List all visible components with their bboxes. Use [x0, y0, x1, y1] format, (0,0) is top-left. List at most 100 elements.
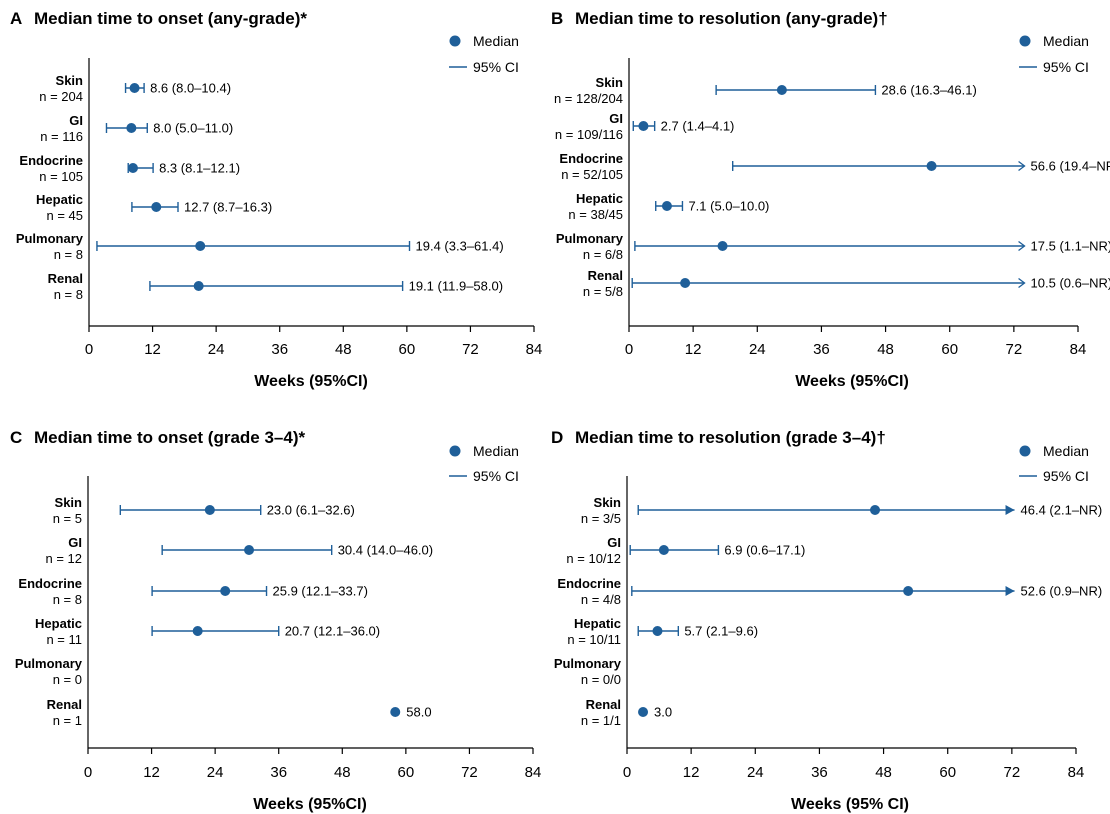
median-point: [661, 201, 672, 211]
legend-ci-label: 95% CI: [473, 59, 519, 75]
n-label: n = 10/12: [566, 551, 621, 566]
value-label: 12.7 (8.7–16.3): [184, 200, 272, 215]
x-tick-label: 60: [399, 341, 416, 358]
n-label: n = 5: [53, 511, 82, 526]
x-axis-label: Weeks (95%CI): [795, 373, 909, 390]
panel-b: B Median time to resolution (any-grade)† M…: [551, 9, 1110, 390]
value-label: 46.4 (2.1–NR): [1021, 503, 1103, 518]
ci-arrow-open: [1005, 586, 1015, 596]
median-point: [195, 241, 206, 251]
median-point: [658, 545, 669, 555]
value-label: 10.5 (0.6–NR): [1031, 276, 1110, 291]
median-point: [390, 707, 401, 717]
n-label: n = 8: [54, 287, 83, 302]
x-tick-label: 36: [271, 341, 288, 358]
x-tick-label: 36: [270, 764, 287, 781]
median-point: [129, 83, 140, 93]
x-tick-label: 12: [143, 764, 160, 781]
category-label: Endocrine: [18, 576, 82, 591]
category-label: GI: [609, 111, 623, 126]
value-label: 17.5 (1.1–NR): [1031, 239, 1110, 254]
x-tick-label: 36: [811, 764, 828, 781]
legend-median-marker: [449, 445, 461, 457]
median-point: [127, 163, 138, 173]
n-label: n = 45: [46, 208, 83, 223]
median-point: [193, 281, 204, 291]
legend-median-marker: [1019, 445, 1031, 457]
n-label: n = 204: [39, 89, 83, 104]
median-point: [638, 707, 649, 717]
x-tick-label: 84: [1070, 341, 1087, 358]
x-tick-label: 48: [334, 764, 351, 781]
category-label: Hepatic: [576, 191, 623, 206]
panel-letter: D: [551, 428, 563, 447]
median-point: [870, 505, 881, 515]
median-point: [717, 241, 728, 251]
category-label: Pulmonary: [554, 656, 622, 671]
n-label: n = 10/11: [567, 632, 621, 647]
category-label: GI: [607, 535, 621, 550]
x-tick-label: 24: [747, 764, 764, 781]
legend-ci-label: 95% CI: [473, 468, 519, 484]
x-axis-label: Weeks (95%CI): [253, 796, 367, 813]
x-tick-label: 72: [1004, 764, 1021, 781]
median-point: [680, 278, 691, 288]
value-label: 19.1 (11.9–58.0): [409, 279, 503, 294]
x-tick-label: 60: [398, 764, 415, 781]
ci-arrow-open: [1018, 240, 1026, 252]
category-label: Endocrine: [557, 576, 621, 591]
x-tick-label: 84: [526, 341, 543, 358]
category-label: Endocrine: [19, 153, 83, 168]
value-label: 52.6 (0.9–NR): [1021, 584, 1103, 599]
category-label: Skin: [596, 75, 624, 90]
x-tick-label: 84: [525, 764, 542, 781]
panel-letter: A: [10, 9, 22, 28]
value-label: 5.7 (2.1–9.6): [684, 624, 758, 639]
x-tick-label: 24: [749, 341, 766, 358]
legend-ci-label: 95% CI: [1043, 59, 1089, 75]
n-label: n = 12: [45, 551, 82, 566]
legend-median-label: Median: [1043, 443, 1089, 459]
x-tick-label: 0: [85, 341, 93, 358]
value-label: 19.4 (3.3–61.4): [416, 239, 504, 254]
category-label: Hepatic: [36, 192, 83, 207]
panel-title: Median time to resolution (grade 3–4)†: [575, 428, 886, 447]
value-label: 20.7 (12.1–36.0): [285, 624, 380, 639]
ci-arrow-open: [1018, 160, 1026, 172]
legend-median-label: Median: [1043, 33, 1089, 49]
n-label: n = 8: [53, 592, 82, 607]
x-tick-label: 24: [207, 764, 224, 781]
x-tick-label: 48: [877, 341, 894, 358]
x-tick-label: 48: [335, 341, 352, 358]
n-label: n = 8: [54, 247, 83, 262]
x-tick-label: 36: [813, 341, 830, 358]
x-tick-label: 0: [84, 764, 92, 781]
panel-c: C Median time to onset (grade 3–4)* Median…: [10, 428, 541, 813]
category-label: Skin: [56, 73, 84, 88]
n-label: n = 5/8: [583, 284, 623, 299]
value-label: 56.6 (19.4–NR): [1031, 159, 1110, 174]
value-label: 28.6 (16.3–46.1): [881, 83, 976, 98]
n-label: n = 109/116: [555, 127, 623, 142]
n-label: n = 1: [53, 713, 82, 728]
median-point: [204, 505, 215, 515]
panel-a: A Median time to onset (any-grade)* Median…: [10, 9, 542, 390]
n-label: n = 116: [40, 129, 83, 144]
x-tick-label: 12: [685, 341, 702, 358]
legend-median-label: Median: [473, 443, 519, 459]
value-label: 3.0: [654, 705, 672, 720]
value-label: 8.3 (8.1–12.1): [159, 161, 240, 176]
n-label: n = 52/105: [561, 167, 623, 182]
category-label: Renal: [586, 697, 621, 712]
value-label: 8.0 (5.0–11.0): [153, 121, 233, 136]
median-point: [638, 121, 649, 131]
value-label: 30.4 (14.0–46.0): [338, 543, 433, 558]
median-point: [244, 545, 255, 555]
x-axis-label: Weeks (95% CI): [791, 796, 909, 813]
panel-title: Median time to onset (grade 3–4)*: [34, 428, 305, 447]
x-tick-label: 60: [939, 764, 956, 781]
x-tick-label: 84: [1068, 764, 1085, 781]
x-tick-label: 12: [683, 764, 700, 781]
category-label: Renal: [47, 697, 82, 712]
